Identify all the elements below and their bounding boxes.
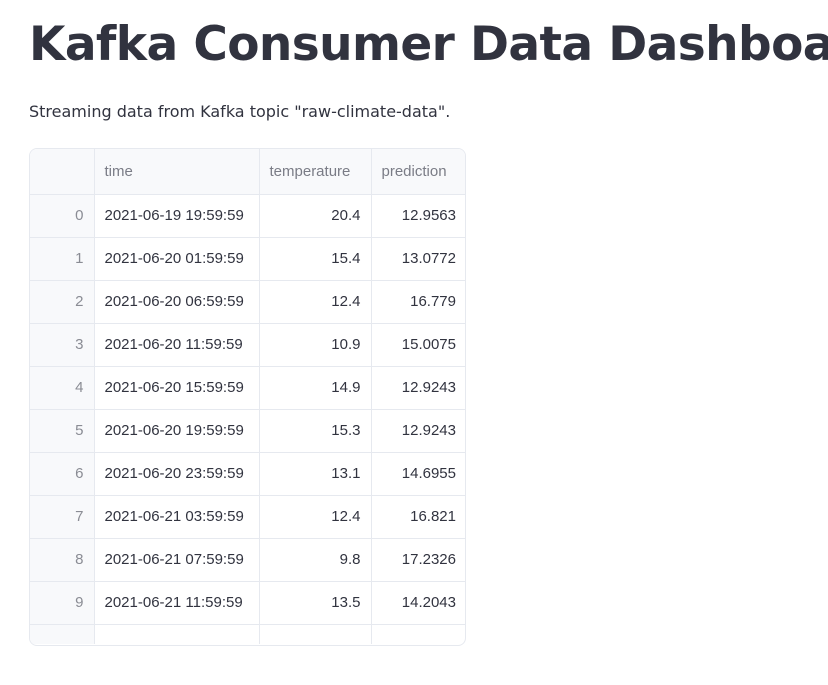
cell-temperature[interactable]: 12.4	[259, 280, 372, 324]
row-index: 6	[30, 452, 95, 496]
row-index	[30, 624, 95, 644]
table-row: 5 2021-06-20 19:59:59 15.3 12.9243	[30, 409, 465, 453]
data-table: time temperature prediction 0 2021-06-19…	[30, 149, 465, 644]
column-header-temperature[interactable]: temperature	[259, 149, 372, 195]
cell-prediction[interactable]: 17.2326	[371, 538, 465, 582]
cell-temperature	[259, 624, 372, 644]
column-header-time[interactable]: time	[94, 149, 260, 195]
table-row: 9 2021-06-21 11:59:59 13.5 14.2043	[30, 581, 465, 625]
cell-time[interactable]: 2021-06-20 19:59:59	[94, 409, 260, 453]
table-row: 6 2021-06-20 23:59:59 13.1 14.6955	[30, 452, 465, 496]
cell-time[interactable]: 2021-06-20 01:59:59	[94, 237, 260, 281]
page-subtitle: Streaming data from Kafka topic "raw-cli…	[29, 102, 451, 121]
cell-prediction[interactable]: 16.821	[371, 495, 465, 539]
table-row: 2 2021-06-20 06:59:59 12.4 16.779	[30, 280, 465, 324]
cell-time	[94, 624, 260, 644]
cell-temperature[interactable]: 10.9	[259, 323, 372, 367]
row-index: 8	[30, 538, 95, 582]
cell-time[interactable]: 2021-06-20 23:59:59	[94, 452, 260, 496]
row-index: 0	[30, 194, 95, 238]
cell-prediction[interactable]: 12.9243	[371, 366, 465, 410]
cell-time[interactable]: 2021-06-20 11:59:59	[94, 323, 260, 367]
table-row: 0 2021-06-19 19:59:59 20.4 12.9563	[30, 194, 465, 238]
column-header-prediction[interactable]: prediction	[371, 149, 465, 195]
cell-prediction[interactable]: 12.9243	[371, 409, 465, 453]
cell-prediction[interactable]: 12.9563	[371, 194, 465, 238]
table-row: 4 2021-06-20 15:59:59 14.9 12.9243	[30, 366, 465, 410]
row-index: 7	[30, 495, 95, 539]
cell-time[interactable]: 2021-06-21 03:59:59	[94, 495, 260, 539]
row-index: 5	[30, 409, 95, 453]
page-title: Kafka Consumer Data Dashboard	[29, 17, 828, 72]
cell-time[interactable]: 2021-06-21 07:59:59	[94, 538, 260, 582]
cell-prediction	[371, 624, 465, 644]
cell-time[interactable]: 2021-06-20 15:59:59	[94, 366, 260, 410]
cell-time[interactable]: 2021-06-21 11:59:59	[94, 581, 260, 625]
cell-temperature[interactable]: 20.4	[259, 194, 372, 238]
dataframe-table[interactable]: time temperature prediction 0 2021-06-19…	[29, 148, 466, 646]
cell-temperature[interactable]: 13.1	[259, 452, 372, 496]
row-index: 4	[30, 366, 95, 410]
cell-prediction[interactable]: 15.0075	[371, 323, 465, 367]
cell-prediction[interactable]: 16.779	[371, 280, 465, 324]
cell-temperature[interactable]: 15.4	[259, 237, 372, 281]
cell-prediction[interactable]: 13.0772	[371, 237, 465, 281]
index-header	[30, 149, 95, 195]
cell-prediction[interactable]: 14.6955	[371, 452, 465, 496]
table-row: 3 2021-06-20 11:59:59 10.9 15.0075	[30, 323, 465, 367]
table-row-partial	[30, 624, 465, 644]
cell-temperature[interactable]: 9.8	[259, 538, 372, 582]
cell-temperature[interactable]: 12.4	[259, 495, 372, 539]
cell-time[interactable]: 2021-06-20 06:59:59	[94, 280, 260, 324]
row-index: 2	[30, 280, 95, 324]
table-row: 1 2021-06-20 01:59:59 15.4 13.0772	[30, 237, 465, 281]
row-index: 1	[30, 237, 95, 281]
cell-temperature[interactable]: 15.3	[259, 409, 372, 453]
cell-temperature[interactable]: 13.5	[259, 581, 372, 625]
cell-temperature[interactable]: 14.9	[259, 366, 372, 410]
cell-time[interactable]: 2021-06-19 19:59:59	[94, 194, 260, 238]
row-index: 3	[30, 323, 95, 367]
table-header-row: time temperature prediction	[30, 149, 465, 195]
row-index: 9	[30, 581, 95, 625]
table-row: 7 2021-06-21 03:59:59 12.4 16.821	[30, 495, 465, 539]
table-row: 8 2021-06-21 07:59:59 9.8 17.2326	[30, 538, 465, 582]
cell-prediction[interactable]: 14.2043	[371, 581, 465, 625]
